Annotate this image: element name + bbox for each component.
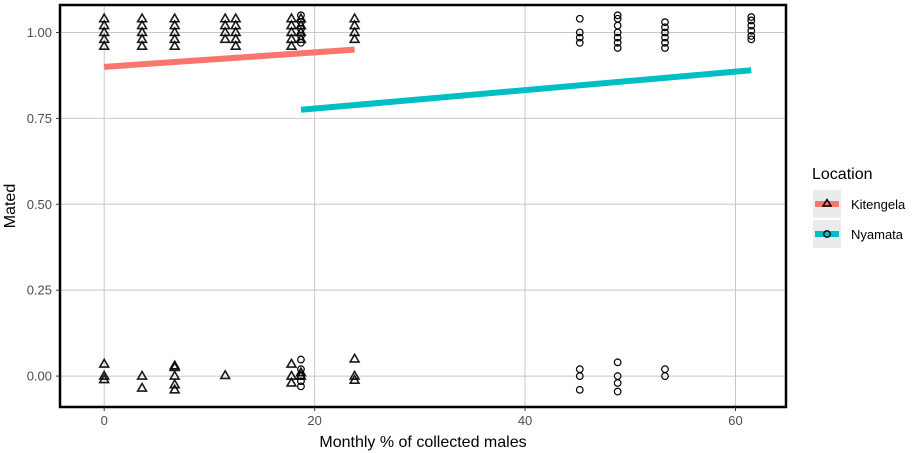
circle-point [613, 379, 622, 387]
circle-point [613, 11, 622, 20]
circle-point [575, 372, 584, 380]
circle-point [747, 13, 756, 21]
circle-point [297, 355, 305, 364]
triangle-point [229, 40, 242, 51]
circle-point [575, 14, 584, 23]
triangle-point [285, 357, 298, 368]
circle-point [297, 382, 305, 391]
y-tick-label: 0.75 [27, 111, 52, 126]
legend-item-nyamata: Nyamata [813, 220, 904, 248]
y-axis-title: Mated [2, 184, 19, 228]
legend-triangle-marker [821, 198, 833, 207]
x-tick-label: 40 [518, 413, 532, 428]
y-axis-ticks: 0.00 0.25 0.50 0.75 1.00 [27, 25, 60, 384]
triangle-point [168, 383, 181, 394]
circle-point [661, 28, 669, 37]
y-tick-label: 0.00 [27, 369, 52, 384]
x-tick-label: 0 [101, 413, 108, 428]
circle-point [613, 44, 622, 52]
legend-label-nyamata: Nyamata [851, 227, 904, 242]
circle-point [297, 377, 305, 386]
triangle-point [168, 40, 181, 51]
triangle-point [136, 369, 148, 380]
circle-point [747, 16, 756, 25]
y-tick-label: 0.25 [27, 283, 52, 298]
x-axis-ticks: 0 20 40 60 [101, 407, 743, 428]
circle-point [575, 38, 584, 47]
circle-point [661, 372, 669, 380]
circle-point [747, 21, 756, 30]
data-points [98, 11, 756, 396]
circle-point [613, 28, 622, 37]
legend: Location Kitengela Nyamata [812, 166, 906, 248]
triangle-point [98, 373, 110, 384]
circle-point [661, 38, 669, 47]
triangle-point [348, 369, 361, 380]
triangle-point [219, 369, 231, 380]
circle-point [613, 387, 622, 396]
circle-point [661, 18, 669, 27]
x-axis-title: Monthly % of collected males [319, 434, 526, 451]
circle-point [613, 38, 622, 47]
circle-point [297, 38, 305, 47]
legend-item-kitengela: Kitengela [813, 190, 906, 218]
fit-line-kitengela [103, 46, 355, 70]
triangle-point [136, 40, 148, 51]
circle-point [661, 44, 669, 52]
circle-point [613, 358, 622, 367]
triangle-point [285, 376, 298, 387]
circle-point [661, 23, 669, 32]
x-tick-label: 60 [728, 413, 742, 428]
triangle-point [168, 378, 181, 389]
x-tick-label: 20 [307, 413, 321, 428]
triangle-point [98, 40, 110, 51]
fit-line-nyamata [300, 67, 752, 113]
triangle-point [168, 359, 181, 370]
circle-point [575, 28, 584, 37]
legend-circle-marker [823, 230, 831, 238]
circle-point [747, 32, 756, 40]
y-tick-label: 0.50 [27, 197, 52, 212]
y-tick-label: 1.00 [27, 25, 52, 40]
triangle-point [98, 369, 110, 380]
triangle-point [98, 357, 110, 368]
circle-point [613, 33, 622, 42]
gridlines [60, 5, 786, 407]
triangle-point [285, 40, 298, 51]
circle-point [747, 35, 756, 44]
legend-label-kitengela: Kitengela [851, 197, 906, 212]
circle-point [575, 33, 584, 42]
circle-point [575, 385, 584, 394]
triangle-point [348, 352, 361, 363]
circle-point [747, 26, 756, 35]
triangle-point [219, 33, 231, 44]
plot-panel [60, 5, 786, 407]
circle-point [297, 372, 305, 380]
fit-lines [103, 46, 752, 113]
triangle-point [348, 33, 361, 44]
legend-title: Location [812, 166, 873, 183]
plot-border [58, 3, 788, 409]
triangle-point [136, 381, 148, 392]
circle-point [661, 33, 669, 42]
triangle-point [348, 374, 361, 384]
